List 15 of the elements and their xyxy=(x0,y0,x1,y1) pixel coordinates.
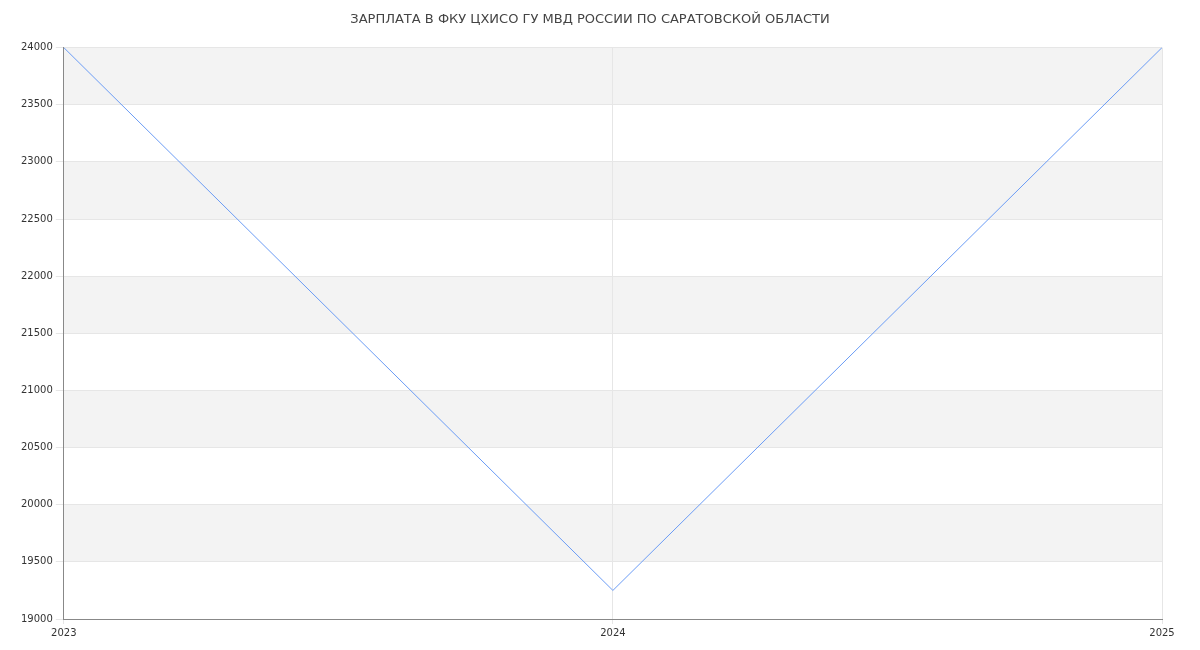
y-tick-label: 22500 xyxy=(21,212,53,224)
x-tick-label: 2024 xyxy=(600,626,626,638)
y-tick-label: 20000 xyxy=(21,498,53,510)
y-tick-label: 19000 xyxy=(21,612,53,624)
y-tick-label: 21000 xyxy=(21,384,53,396)
y-tick-label: 22000 xyxy=(21,269,53,281)
y-tick-label: 21500 xyxy=(21,326,53,338)
x-tick-label: 2025 xyxy=(1149,626,1175,638)
chart-title: ЗАРПЛАТА В ФКУ ЦХИСО ГУ МВД РОССИИ ПО САРАТОВСКОЙ ОБЛАСТИ xyxy=(350,11,830,27)
y-tick-label: 24000 xyxy=(21,41,53,53)
y-tick-label: 20500 xyxy=(21,441,53,453)
y-tick-label: 23000 xyxy=(21,155,53,167)
y-tick-label: 23500 xyxy=(21,98,53,110)
x-tick-label: 2023 xyxy=(51,626,77,638)
y-tick-label: 19500 xyxy=(21,555,53,567)
